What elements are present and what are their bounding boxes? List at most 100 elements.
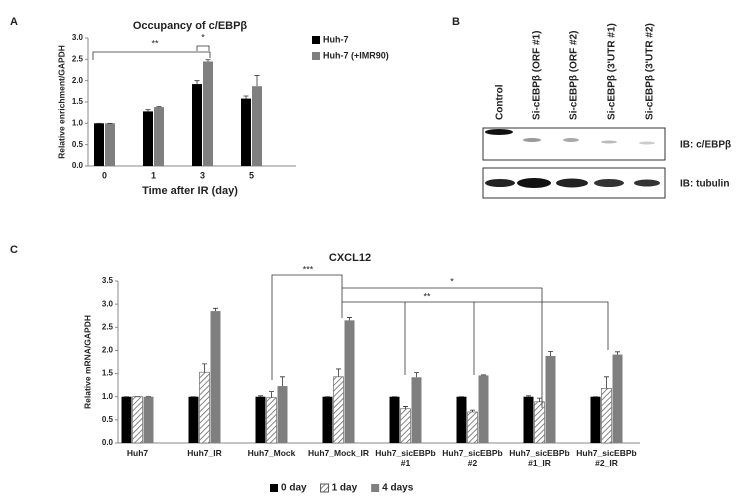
- bar: [612, 354, 623, 443]
- error-bar: [243, 95, 249, 99]
- blot-row-label: IB: c/EBPβ: [680, 140, 731, 151]
- y-tick-label: 1.5: [72, 97, 84, 106]
- bar: [154, 107, 164, 166]
- y-tick-label: 3.0: [72, 33, 84, 42]
- error-bar: [604, 376, 609, 389]
- panel-letter: C: [10, 244, 18, 256]
- legend-label: Huh-7: [323, 34, 349, 44]
- chart-title: Occupancy of c/EBPβ: [133, 20, 248, 32]
- x-tick-label: Huh7_sicEBPb #2_IR: [576, 448, 637, 468]
- bar: [143, 111, 153, 166]
- bar: [523, 396, 534, 443]
- bar: [389, 396, 400, 443]
- error-bar: [213, 307, 218, 312]
- significance-bracket: [271, 274, 343, 380]
- blot-lane-label: Si-cEBPβ (ORF #1): [532, 31, 543, 120]
- bar: [266, 397, 277, 444]
- y-tick-label: 1.5: [102, 369, 114, 378]
- error-bar: [347, 317, 352, 321]
- bar: [545, 355, 556, 443]
- legend-swatch: [320, 483, 330, 493]
- bar: [94, 123, 104, 166]
- bar: [400, 408, 411, 444]
- x-tick-label: Huh7_sicEBPb #1_IR: [509, 448, 570, 468]
- y-tick-label: 2.0: [72, 76, 84, 85]
- y-tick-label: 0.0: [102, 438, 114, 447]
- y-axis-label: Relative enrichment/GAPDH: [56, 45, 66, 159]
- chart-title: CXCL12: [329, 252, 371, 264]
- bar: [467, 411, 478, 444]
- error-bar: [537, 397, 542, 402]
- significance-bracket: [196, 45, 210, 51]
- x-tick-label: Huh7_sicEBPb #2: [442, 448, 503, 468]
- y-tick-label: 2.0: [102, 346, 114, 355]
- x-axis-label: Time after IR (day): [142, 185, 238, 197]
- bar: [199, 371, 210, 444]
- y-tick-label: 1.0: [102, 392, 114, 401]
- significance-bracket: [92, 51, 211, 60]
- bar: [344, 320, 355, 443]
- y-tick-label: 0.0: [72, 161, 84, 170]
- x-tick-label: 0: [102, 170, 107, 180]
- bar: [255, 396, 266, 443]
- significance-bracket: [342, 287, 543, 408]
- significance-label: ***: [303, 264, 314, 274]
- blot-row-label: IB: tubulin: [680, 179, 729, 190]
- x-tick-label: 1: [151, 170, 156, 180]
- x-tick-label: Huh7_Mock_IR: [308, 448, 369, 458]
- blot-bands: [485, 129, 660, 188]
- error-bar: [145, 109, 151, 112]
- error-bar: [336, 368, 341, 377]
- blot-lane-label: Si-cEBPβ (ORF #2): [569, 31, 580, 120]
- error-bar: [269, 391, 274, 398]
- bar: [534, 401, 545, 444]
- significance-label: *: [450, 276, 454, 286]
- bar: [203, 61, 213, 166]
- y-tick-label: 2.5: [72, 54, 84, 63]
- error-bar: [526, 395, 531, 397]
- y-tick-label: 0.5: [102, 415, 114, 424]
- bar: [478, 375, 489, 443]
- legend-label: 0 day: [281, 483, 307, 494]
- bar: [132, 396, 143, 444]
- legend-label: Huh-7 (+IMR90): [323, 50, 389, 60]
- error-bar: [280, 376, 285, 387]
- bar: [322, 396, 333, 443]
- panel-letter: B: [452, 16, 460, 28]
- legend-swatch: [312, 52, 320, 60]
- legend-label: 1 day: [332, 483, 358, 494]
- legend-swatch: [312, 36, 320, 44]
- blot-lane-label: Si-cEBPβ (3'UTR #1): [607, 23, 618, 120]
- x-tick-label: Huh7_Mock: [247, 448, 296, 458]
- bar: [456, 396, 467, 443]
- bar: [188, 396, 199, 443]
- x-tick-label: Huh7_sicEBPb #1: [375, 448, 436, 468]
- bar: [121, 396, 132, 443]
- y-tick-label: 2.5: [102, 322, 114, 331]
- blot-lane-label: Control: [495, 84, 506, 120]
- bar: [411, 377, 422, 443]
- y-tick-label: 1.0: [72, 118, 84, 127]
- x-tick-label: 3: [200, 170, 205, 180]
- legend-swatch: [270, 484, 278, 492]
- error-bar: [470, 409, 475, 412]
- blot-lane-label: Si-cEBPβ (3'UTR #2): [645, 23, 656, 120]
- error-bar: [202, 363, 207, 373]
- error-bar: [414, 372, 419, 378]
- x-tick-label: Huh7_IR: [187, 448, 222, 458]
- bar: [105, 123, 115, 166]
- bar: [143, 396, 154, 443]
- error-bar: [258, 395, 263, 397]
- error-bar: [194, 80, 200, 85]
- bar: [210, 311, 221, 443]
- significance-label: *: [201, 32, 205, 42]
- error-bar: [548, 350, 553, 356]
- error-bar: [403, 406, 408, 409]
- significance-bracket: [342, 301, 609, 350]
- bar: [601, 388, 612, 444]
- bar: [590, 396, 601, 443]
- error-bar: [615, 351, 620, 355]
- bar: [192, 84, 202, 166]
